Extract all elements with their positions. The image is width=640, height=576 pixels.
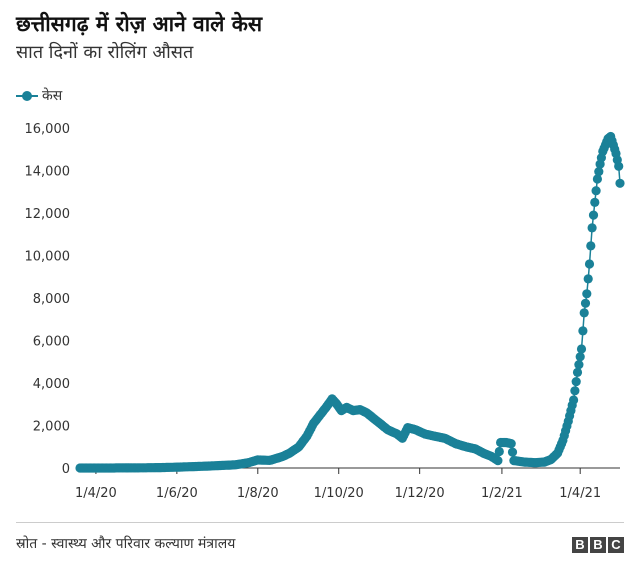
y-tick-label: 0 <box>62 462 70 477</box>
data-point <box>580 298 591 308</box>
legend-label: केस <box>42 88 63 104</box>
x-tick-label: 1/10/20 <box>314 486 364 501</box>
data-point <box>592 174 603 184</box>
data-point <box>572 367 583 377</box>
data-point <box>582 289 592 299</box>
x-tick-label: 1/6/20 <box>156 486 198 501</box>
legend: केस <box>16 86 62 105</box>
legend-marker-icon <box>16 90 38 101</box>
data-point <box>587 223 597 233</box>
footer-divider <box>16 522 624 523</box>
x-tick-label: 1/12/20 <box>395 486 445 501</box>
data-point <box>614 161 624 171</box>
series-line <box>80 135 621 469</box>
x-tick-label: 1/4/21 <box>559 486 601 501</box>
y-tick-label: 14,000 <box>25 165 71 180</box>
logo-letter: B <box>590 537 606 553</box>
y-tick-label: 8,000 <box>33 292 70 307</box>
y-tick-label: 16,000 <box>25 122 71 137</box>
y-tick-label: 12,000 <box>25 207 71 222</box>
logo-letter: C <box>608 537 624 553</box>
data-point <box>615 178 625 188</box>
data-point <box>586 241 596 251</box>
data-point <box>579 308 589 318</box>
data-point <box>588 210 599 220</box>
data-point <box>576 344 587 354</box>
source-text: स्रोत - स्वास्थ्य और परिवार कल्याण मंत्र… <box>16 536 236 552</box>
bbc-logo: B B C <box>572 537 624 553</box>
y-tick-label: 2,000 <box>33 420 70 435</box>
data-point <box>583 274 593 284</box>
data-point <box>571 377 581 387</box>
data-point <box>507 447 518 457</box>
y-tick-label: 4,000 <box>33 377 70 392</box>
y-tick-label: 6,000 <box>33 335 70 350</box>
data-point <box>594 167 604 177</box>
y-tick-label: 10,000 <box>25 250 71 265</box>
data-point <box>494 446 504 457</box>
chart-title: छत्तीसगढ़ में रोज़ आने वाले केस <box>16 12 263 36</box>
data-point <box>493 456 503 466</box>
data-point <box>575 352 585 362</box>
x-tick-label: 1/8/20 <box>237 486 279 501</box>
data-point <box>590 197 600 207</box>
data-point <box>584 259 595 269</box>
x-tick-label: 1/4/20 <box>75 486 117 501</box>
data-point <box>578 326 588 336</box>
data-point <box>506 439 516 449</box>
data-point <box>591 186 601 196</box>
chart-subtitle: सात दिनों का रोलिंग औसत <box>16 42 194 63</box>
x-tick-label: 1/2/21 <box>481 486 523 501</box>
data-point <box>574 360 584 370</box>
data-point <box>570 386 580 396</box>
line-chart: 0 2,000 4,000 6,000 8,000 10,000 12,000 14,000 1… <box>25 122 625 501</box>
logo-letter: B <box>572 537 588 553</box>
data-point <box>569 395 579 405</box>
